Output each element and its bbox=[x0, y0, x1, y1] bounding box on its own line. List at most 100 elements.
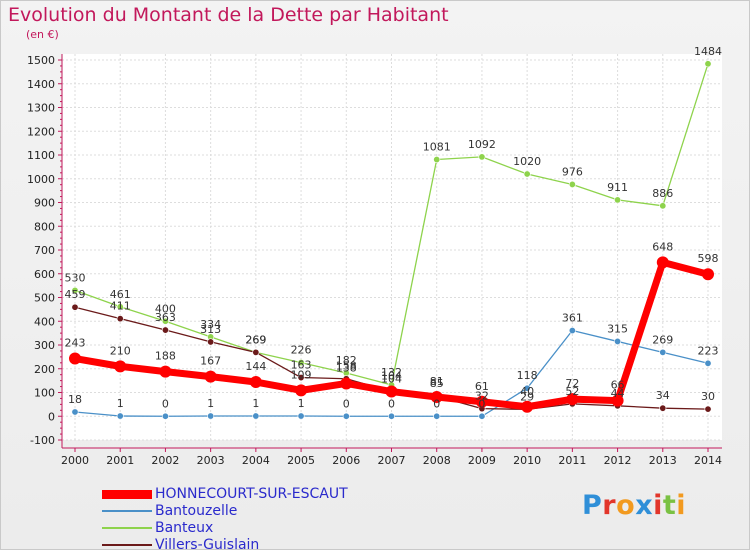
series-point-3 bbox=[659, 404, 667, 412]
series-point-0 bbox=[295, 384, 308, 397]
series-point-1 bbox=[116, 412, 124, 420]
series-point-2 bbox=[297, 359, 305, 367]
data-label-2: 226 bbox=[291, 344, 312, 357]
y-tick-label: 700 bbox=[34, 244, 55, 257]
series-point-3 bbox=[297, 374, 305, 382]
data-label-3: 29 bbox=[520, 390, 534, 403]
data-label-1: 0 bbox=[433, 397, 440, 410]
y-tick-label: 1400 bbox=[27, 78, 55, 91]
series-point-0 bbox=[702, 268, 714, 281]
logo-letter: t bbox=[662, 490, 677, 521]
y-tick-label: 800 bbox=[34, 220, 55, 233]
data-label-2: 1484 bbox=[694, 45, 722, 58]
data-label-0: 109 bbox=[291, 368, 312, 381]
data-label-1: 118 bbox=[517, 369, 538, 382]
series-point-0 bbox=[69, 352, 81, 365]
data-label-1: 18 bbox=[68, 393, 82, 406]
data-label-2: 886 bbox=[652, 187, 673, 200]
series-point-1 bbox=[161, 412, 169, 420]
data-label-2: 269 bbox=[245, 333, 266, 346]
data-label-1: 315 bbox=[607, 322, 628, 335]
y-tick-label: 300 bbox=[34, 339, 55, 352]
y-tick-label: 1200 bbox=[27, 125, 55, 138]
series-point-2 bbox=[116, 303, 124, 311]
logo-letter: i bbox=[676, 490, 687, 521]
data-label-3: 269 bbox=[245, 333, 266, 346]
series-point-3 bbox=[116, 315, 124, 323]
series-point-3 bbox=[207, 338, 215, 346]
data-label-1: 269 bbox=[652, 333, 673, 346]
series-point-0 bbox=[340, 377, 353, 390]
data-label-0: 72 bbox=[565, 377, 579, 390]
series-point-2 bbox=[614, 196, 622, 204]
series-point-0 bbox=[521, 400, 534, 413]
logo-letter: x bbox=[635, 490, 654, 521]
data-label-3: 411 bbox=[110, 300, 131, 313]
series-point-0 bbox=[159, 365, 172, 378]
series-point-0 bbox=[385, 385, 398, 398]
series-point-2 bbox=[478, 153, 486, 161]
data-label-0: 81 bbox=[430, 375, 444, 388]
y-tick-label: 1100 bbox=[27, 149, 55, 162]
x-tick-label: 2010 bbox=[513, 454, 541, 467]
data-label-1: 1 bbox=[117, 397, 124, 410]
series-point-0 bbox=[249, 376, 262, 389]
data-label-0: 598 bbox=[698, 252, 719, 265]
x-tick-label: 2003 bbox=[197, 454, 225, 467]
series-point-1 bbox=[523, 384, 531, 392]
series-point-2 bbox=[568, 180, 576, 188]
data-label-3: 34 bbox=[656, 389, 670, 402]
legend-swatch bbox=[102, 544, 152, 546]
data-label-3: 85 bbox=[430, 377, 444, 390]
series-point-2 bbox=[659, 202, 667, 210]
data-label-2: 461 bbox=[110, 288, 131, 301]
data-label-0: 40 bbox=[520, 385, 534, 398]
legend-swatch bbox=[102, 527, 152, 529]
x-tick-label: 2013 bbox=[649, 454, 677, 467]
chart-title: Evolution du Montant de la Dette par Hab… bbox=[8, 4, 449, 26]
series-point-2 bbox=[161, 317, 169, 325]
data-label-1: 0 bbox=[162, 397, 169, 410]
series-point-1 bbox=[659, 348, 667, 356]
y-tick-label: -100 bbox=[30, 434, 55, 447]
x-tick-label: 2006 bbox=[332, 454, 360, 467]
data-label-0: 61 bbox=[475, 380, 489, 393]
data-label-3: 158 bbox=[336, 360, 357, 373]
series-point-1 bbox=[433, 412, 441, 420]
series-point-2 bbox=[71, 286, 79, 294]
data-label-2: 530 bbox=[65, 271, 86, 284]
series-point-0 bbox=[430, 391, 443, 404]
series-point-1 bbox=[568, 327, 576, 335]
data-label-1: 1 bbox=[207, 397, 214, 410]
data-label-1: 1 bbox=[252, 397, 259, 410]
x-tick-label: 2004 bbox=[242, 454, 270, 467]
series-point-1 bbox=[387, 412, 395, 420]
series-point-0 bbox=[475, 395, 488, 408]
logo-letter: P bbox=[582, 490, 603, 521]
data-label-2: 400 bbox=[155, 302, 176, 315]
series-point-0 bbox=[611, 394, 624, 407]
x-tick-label: 2012 bbox=[604, 454, 632, 467]
chart-unit-label: (en €) bbox=[26, 28, 59, 41]
data-label-2: 182 bbox=[336, 354, 357, 367]
y-tick-label: 900 bbox=[34, 197, 55, 210]
legend-label: Bantouzelle bbox=[155, 503, 238, 519]
y-tick-label: 400 bbox=[34, 315, 55, 328]
series-point-1 bbox=[704, 359, 712, 367]
data-label-0: 243 bbox=[65, 337, 86, 350]
data-label-3: 313 bbox=[200, 323, 221, 336]
data-label-3: 32 bbox=[475, 390, 489, 403]
data-label-2: 1081 bbox=[423, 141, 451, 154]
logo-letter: o bbox=[616, 490, 636, 521]
x-tick-label: 2014 bbox=[694, 454, 722, 467]
legend-swatch bbox=[102, 510, 152, 512]
data-label-2: 132 bbox=[381, 366, 402, 379]
logo-letter: r bbox=[602, 490, 617, 521]
data-label-3: 104 bbox=[381, 373, 402, 386]
data-label-1: 1 bbox=[298, 397, 305, 410]
x-tick-label: 2005 bbox=[287, 454, 315, 467]
x-tick-label: 2008 bbox=[423, 454, 451, 467]
series-point-0 bbox=[656, 256, 669, 269]
data-label-3: 163 bbox=[291, 359, 312, 372]
